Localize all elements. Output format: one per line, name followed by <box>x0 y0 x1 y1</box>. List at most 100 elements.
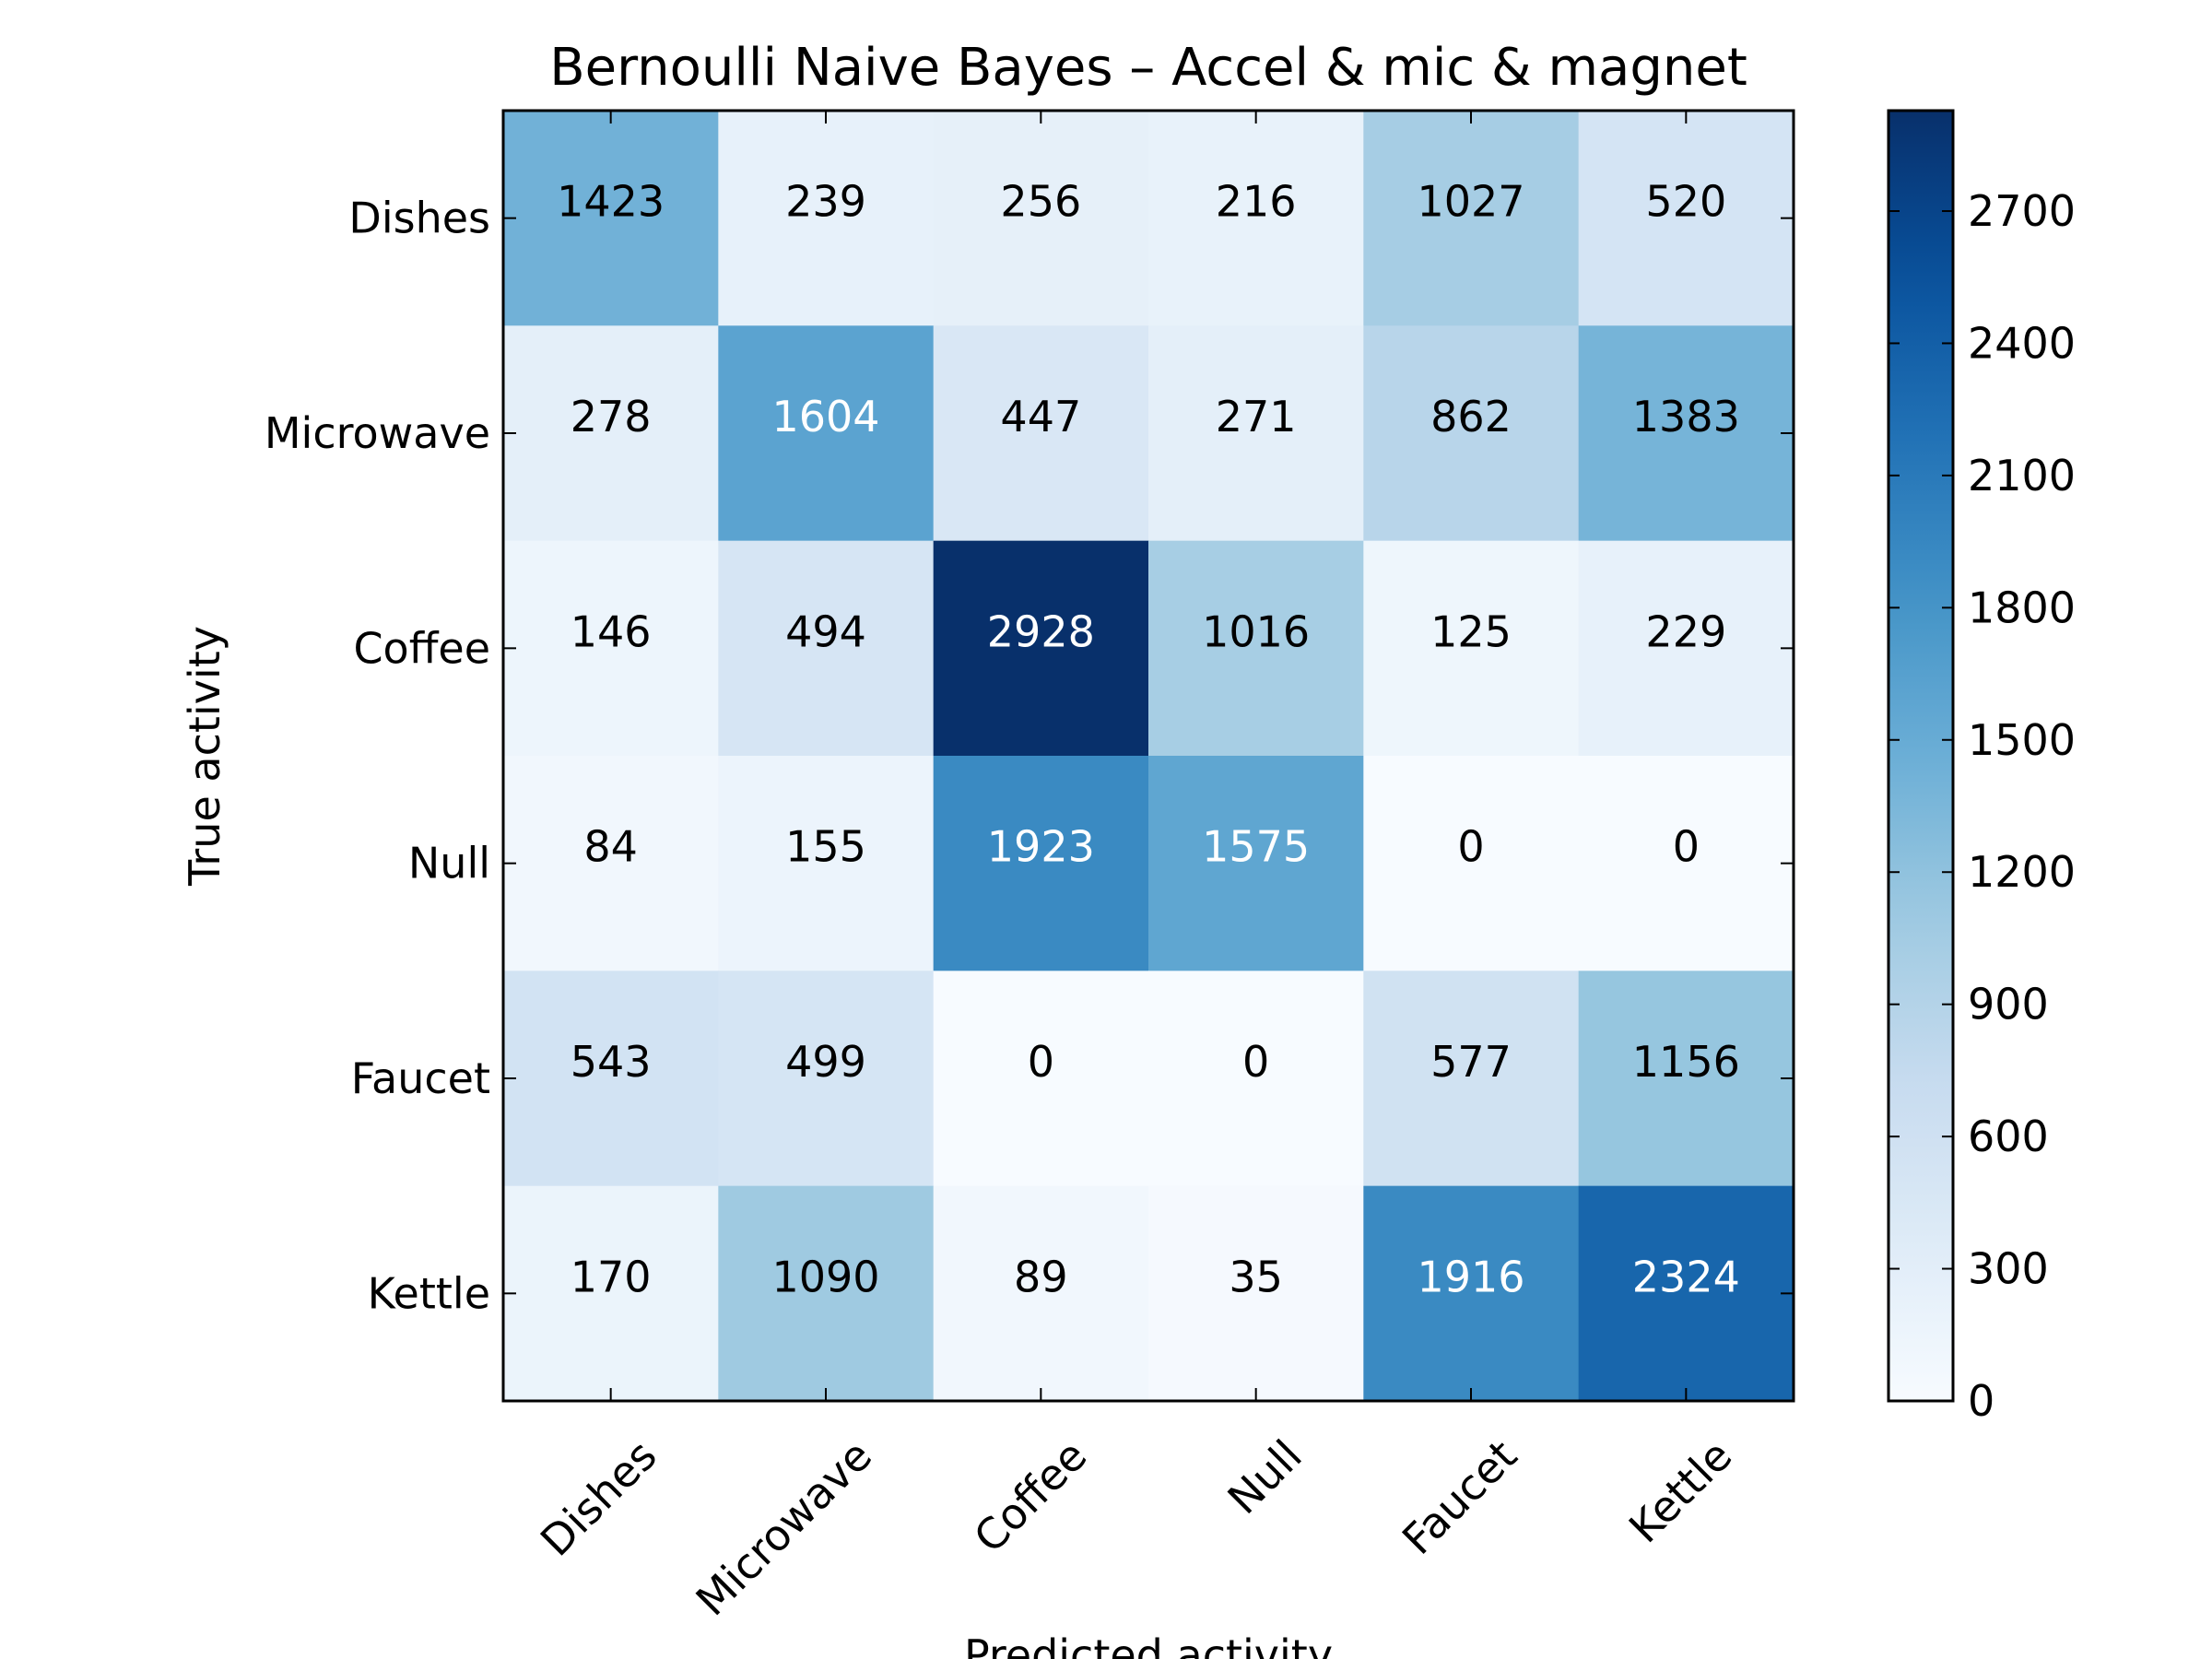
heatmap-cells <box>503 111 1794 1402</box>
cell-value-label: 1027 <box>1417 177 1524 227</box>
x-tick-label: Null <box>1218 1430 1312 1524</box>
heatmap-cell <box>1363 540 1580 757</box>
cell-value-label: 0 <box>1673 822 1700 872</box>
cell-value-label: 216 <box>1216 177 1297 227</box>
heatmap-cell <box>933 325 1149 542</box>
colorbar-tick-label: 1500 <box>1968 715 2076 765</box>
heatmap-cell <box>718 540 935 757</box>
heatmap-cell <box>1148 971 1364 1187</box>
colorbar-tick-label: 900 <box>1968 980 2049 1030</box>
cell-value-label: 84 <box>583 822 638 872</box>
heatmap-cell <box>1578 1185 1794 1402</box>
y-tick-labels: Dishes Microwave Coffee Null Faucet Kettle <box>265 194 490 1319</box>
heatmap-cell <box>503 325 719 542</box>
heatmap-cell-labels: 1423 239 256 216 1027 520 278 1604 447 271 862 1383… <box>557 177 1740 1302</box>
heatmap-cell <box>1578 111 1794 326</box>
cell-value-label: 170 <box>571 1252 652 1301</box>
colorbar-tick-label: 600 <box>1968 1112 2049 1161</box>
colorbar-tick-label: 1800 <box>1968 582 2076 632</box>
x-tick-label: Kettle <box>1619 1430 1741 1552</box>
heatmap-cell <box>933 111 1149 326</box>
x-tick-label: Dishes <box>531 1430 666 1566</box>
cell-value-label: 2324 <box>1632 1252 1740 1301</box>
colorbar-ticks: 0 300 600 900 1200 1500 1800 2100 2400 2700 <box>1888 186 2076 1426</box>
heatmap-cell <box>933 1185 1149 1402</box>
heatmap-cell <box>1148 1185 1364 1402</box>
cell-value-label: 256 <box>1000 177 1081 227</box>
heatmap-cell <box>718 756 935 971</box>
cell-value-label: 543 <box>571 1037 652 1087</box>
colorbar-tick-label: 300 <box>1968 1244 2049 1294</box>
cell-value-label: 1575 <box>1202 822 1310 872</box>
heatmap-cell <box>1363 756 1580 971</box>
y-tick-label: Dishes <box>348 194 490 243</box>
heatmap-cell <box>1363 325 1580 542</box>
cell-value-label: 1016 <box>1202 606 1310 656</box>
cell-value-label: 35 <box>1229 1252 1283 1301</box>
cell-value-label: 271 <box>1216 392 1297 441</box>
colorbar-frame <box>1887 109 1955 1403</box>
x-tick-labels: Dishes Microwave Coffee Null Faucet Kettle <box>531 1430 1741 1626</box>
heatmap-cell <box>933 540 1149 757</box>
heatmap-cell <box>1148 325 1364 542</box>
cell-value-label: 239 <box>785 177 866 227</box>
heatmap-cell <box>1578 971 1794 1187</box>
heatmap-cell <box>1363 1185 1580 1402</box>
cell-value-label: 229 <box>1645 606 1726 656</box>
colorbar-tick-label: 2400 <box>1968 318 2076 368</box>
heatmap-cell <box>1363 111 1580 326</box>
cell-value-label: 0 <box>1457 822 1484 872</box>
y-tick-label: Faucet <box>351 1053 490 1103</box>
axis-ticks <box>503 111 1794 1401</box>
chart-title: Bernoulli Naive Bayes – Accel & mic & ma… <box>549 38 1747 98</box>
cell-value-label: 1423 <box>557 177 665 227</box>
heatmap-frame <box>501 109 1795 1403</box>
cell-value-label: 499 <box>785 1037 866 1087</box>
cell-value-label: 577 <box>1430 1037 1512 1087</box>
heatmap-cell <box>933 756 1149 971</box>
heatmap-cell <box>718 971 935 1187</box>
cell-value-label: 1604 <box>771 392 879 441</box>
cell-value-label: 0 <box>1028 1037 1054 1087</box>
y-tick-label: Null <box>408 839 490 888</box>
heatmap-cell <box>1578 756 1794 971</box>
heatmap-cell <box>718 111 935 326</box>
y-tick-label: Microwave <box>265 408 490 458</box>
cell-value-label: 278 <box>571 392 652 441</box>
heatmap-cell <box>1148 111 1364 326</box>
cell-value-label: 447 <box>1000 392 1081 441</box>
x-tick-label: Coffee <box>964 1430 1096 1562</box>
heatmap-cell <box>1148 540 1364 757</box>
cell-value-label: 494 <box>785 606 866 656</box>
y-axis-label: True activity <box>180 626 229 887</box>
heatmap-cell <box>718 325 935 542</box>
cell-value-label: 1916 <box>1417 1252 1524 1301</box>
x-tick-label: Microwave <box>687 1430 882 1626</box>
heatmap-cell <box>718 1185 935 1402</box>
cell-value-label: 0 <box>1242 1037 1269 1087</box>
colorbar-tick-label: 2100 <box>1968 451 2076 500</box>
colorbar-fill <box>1888 111 1953 1401</box>
y-tick-label: Coffee <box>353 623 490 673</box>
heatmap-cell <box>1578 325 1794 542</box>
x-tick-label: Faucet <box>1393 1430 1526 1564</box>
cell-value-label: 520 <box>1645 177 1726 227</box>
x-axis-label: Predicted activity <box>964 1630 1333 1659</box>
cell-value-label: 89 <box>1014 1252 1068 1301</box>
heatmap-cell <box>1578 540 1794 757</box>
colorbar-tick-label: 1200 <box>1968 847 2076 897</box>
heatmap-cell <box>503 756 719 971</box>
cell-value-label: 1383 <box>1632 392 1740 441</box>
cell-value-label: 1090 <box>771 1252 879 1301</box>
cell-value-label: 1156 <box>1632 1037 1740 1087</box>
colorbar-tick-label: 0 <box>1968 1376 1994 1426</box>
heatmap-cell <box>1148 756 1364 971</box>
heatmap-cell <box>503 1185 719 1402</box>
cell-value-label: 862 <box>1430 392 1512 441</box>
y-tick-label: Kettle <box>368 1268 490 1318</box>
colorbar-tick-label: 2700 <box>1968 186 2076 236</box>
heatmap-cell <box>503 540 719 757</box>
heatmap-cell <box>933 971 1149 1187</box>
heatmap-cell <box>503 971 719 1187</box>
